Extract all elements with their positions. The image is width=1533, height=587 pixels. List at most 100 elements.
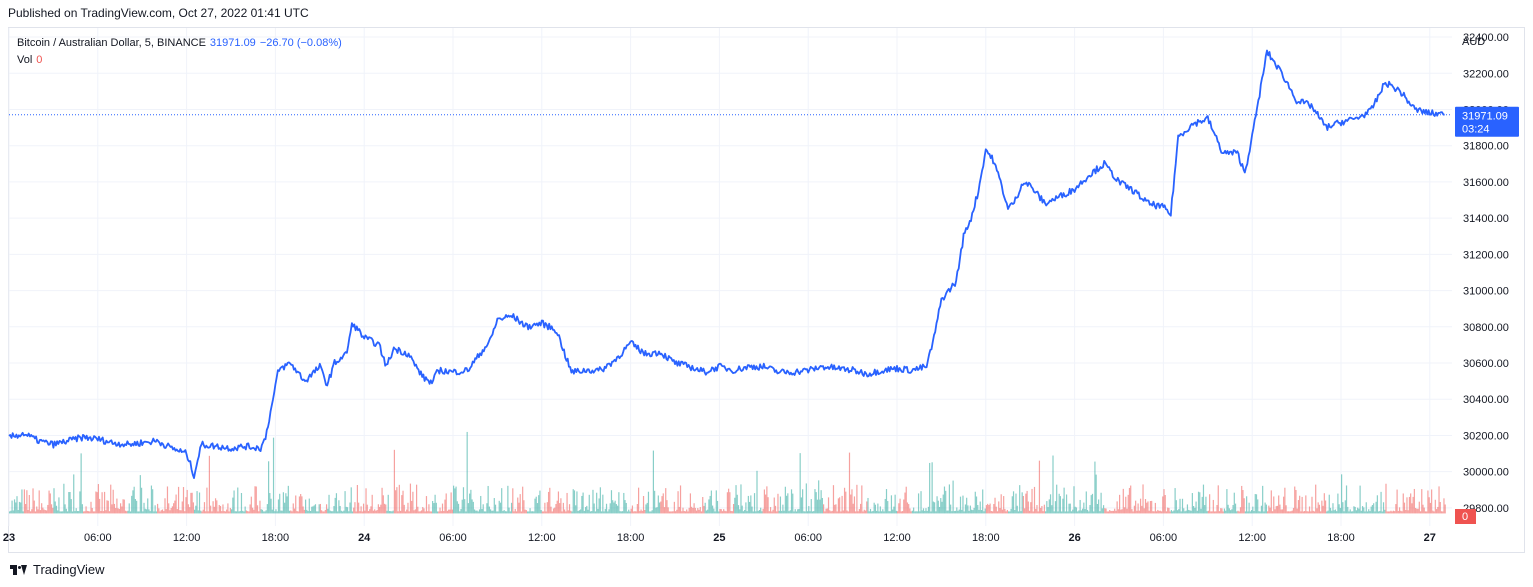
volume-bar [525, 510, 527, 514]
volume-bar [221, 511, 223, 514]
volume-bar [829, 510, 831, 514]
volume-bar [1031, 488, 1033, 514]
volume-bar [101, 492, 103, 514]
volume-bar [578, 510, 580, 514]
volume-bar [284, 502, 286, 514]
volume-bar [37, 509, 39, 514]
volume-bar [454, 488, 456, 514]
volume-bar [1160, 511, 1163, 514]
volume-bar [44, 510, 46, 514]
volume-bar [868, 511, 870, 514]
volume-bar [666, 500, 668, 514]
volume-bar [1275, 506, 1277, 514]
volume-bar [655, 507, 657, 514]
volume-bar [1005, 511, 1007, 514]
volume-bar [1049, 494, 1052, 514]
volume-bar [832, 485, 835, 514]
footer[interactable]: TradingView [10, 562, 105, 577]
volume-bar [586, 505, 588, 514]
volume-bar [274, 511, 276, 514]
volume-bar [1075, 507, 1078, 514]
volume-bar [776, 511, 778, 514]
volume-bar [115, 507, 117, 514]
volume-bar [1037, 511, 1039, 514]
volume-bar [1172, 511, 1174, 514]
volume-bar [472, 501, 474, 514]
volume-bar [1361, 506, 1364, 514]
volume-bar [873, 502, 875, 514]
volume-bar [1336, 511, 1338, 514]
x-tick-label: 27 [1424, 532, 1436, 544]
volume-bar [1258, 511, 1260, 514]
volume-bar [481, 509, 483, 514]
volume-bar [1316, 508, 1318, 514]
volume-bar [1176, 510, 1179, 514]
volume-bar [496, 511, 498, 514]
volume-bar [168, 503, 170, 514]
volume-bar [766, 486, 768, 514]
volume-bar [1057, 511, 1059, 514]
volume-bar [982, 489, 984, 514]
volume-bar [956, 507, 958, 514]
volume-bar [683, 510, 685, 514]
volume-bar [646, 502, 648, 514]
volume-bar [877, 503, 879, 514]
volume-bar [1207, 510, 1209, 514]
volume-bar [129, 511, 132, 514]
volume-bar [392, 510, 394, 514]
volume-bar [725, 511, 727, 514]
volume-bar [375, 510, 377, 514]
y-tick-label: 32200.00 [1463, 68, 1509, 80]
volume-bar [359, 511, 361, 514]
volume-bar [824, 511, 826, 514]
volume-bar [55, 505, 58, 514]
volume-bar [464, 499, 466, 514]
volume-bar [43, 509, 45, 514]
volume-bar [826, 508, 828, 514]
volume-bar [763, 489, 765, 514]
volume-bar [1352, 511, 1354, 514]
volume-bar [1432, 510, 1434, 514]
volume-bar [83, 511, 85, 514]
volume-bar [136, 500, 138, 514]
volume-bar [678, 506, 680, 514]
volume-bar [445, 493, 447, 514]
volume-bar [17, 509, 19, 514]
volume-bar [656, 507, 658, 514]
volume-bar [841, 495, 843, 514]
volume-bar [9, 511, 11, 514]
volume-bar [1069, 503, 1071, 514]
volume-bar [367, 511, 370, 514]
volume-bar [471, 499, 473, 514]
volume-bar [443, 511, 445, 514]
volume-bar [1255, 494, 1258, 514]
volume-bar [41, 503, 43, 514]
volume-bar [580, 509, 582, 514]
volume-bar [645, 504, 647, 514]
volume-bar [1148, 510, 1150, 514]
volume-bar [630, 508, 632, 514]
volume-bar [205, 511, 207, 514]
price-line[interactable] [8, 49, 1445, 479]
volume-bar [219, 505, 222, 514]
published-note: Published on TradingView.com, Oct 27, 20… [8, 6, 309, 20]
volume-bar [749, 501, 751, 514]
volume-bar [760, 507, 762, 514]
volume-bar [535, 496, 537, 514]
volume-bar [131, 495, 133, 514]
volume-bar [171, 506, 173, 514]
volume-bar [635, 511, 637, 514]
volume-bar [68, 492, 70, 514]
x-tick-label: 06:00 [439, 532, 467, 544]
volume-bar [998, 501, 1000, 514]
volume-bar [1242, 490, 1244, 514]
volume-bar [316, 511, 318, 514]
volume-bar [835, 504, 837, 514]
volume-bar [134, 499, 136, 514]
volume-bar [1095, 474, 1097, 514]
volume-bar [42, 507, 44, 514]
volume-bar [979, 501, 981, 514]
volume-bar [203, 502, 206, 514]
volume-bar [1030, 502, 1032, 514]
